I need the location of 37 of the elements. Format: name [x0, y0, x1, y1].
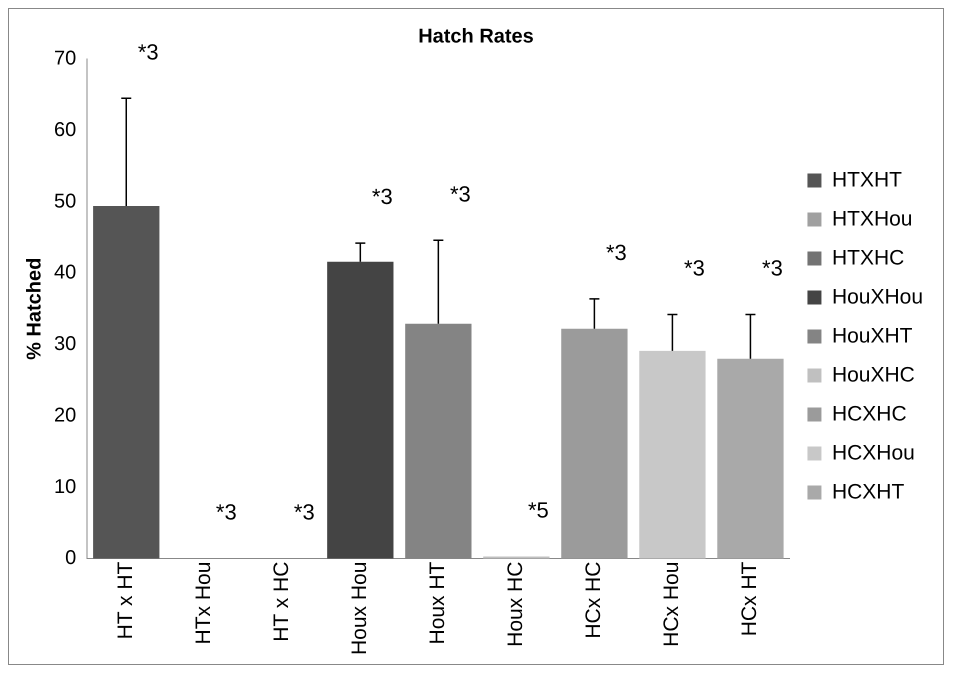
- x-tick-label: HCx HC: [582, 562, 606, 639]
- legend-label: HouXHC: [832, 363, 915, 386]
- chart-title: Hatch Rates: [418, 26, 534, 48]
- annotation: *3: [762, 256, 783, 281]
- y-tick-label: 40: [54, 262, 76, 284]
- x-tick-label: HT x HC: [270, 562, 294, 642]
- annotation: *3: [372, 184, 393, 210]
- legend-label: HTXHou: [832, 207, 912, 230]
- annotation: *5: [528, 498, 549, 523]
- legend-label: HCXHou: [832, 441, 915, 464]
- legend-label: HTXHT: [832, 168, 902, 192]
- annotation: *3: [138, 39, 159, 64]
- y-tick-label: 20: [54, 404, 76, 426]
- annotation: *3: [294, 500, 315, 525]
- x-tick-label: Houx HT: [426, 561, 450, 644]
- y-axis-title: % Hatched: [24, 258, 46, 360]
- x-tick-label: HT x HT: [114, 561, 138, 640]
- y-tick-label: 10: [54, 476, 76, 498]
- y-tick-label: 70: [54, 48, 76, 70]
- y-tick-label: 50: [54, 190, 76, 212]
- legend-label: HouXHT: [832, 324, 913, 348]
- annotation: *3: [684, 256, 705, 281]
- y-tick-label: 30: [54, 333, 76, 356]
- x-tick-label: Houx Hou: [348, 562, 372, 656]
- legend-label: HCXHT: [832, 480, 904, 504]
- y-tick-label: 0: [65, 547, 76, 570]
- y-tick-label: 60: [54, 118, 76, 141]
- x-tick-label: Houx HC: [504, 562, 528, 647]
- annotation: *3: [450, 181, 471, 206]
- legend-label: HTXHC: [832, 246, 904, 270]
- legend-label: HCXHC: [832, 402, 907, 426]
- annotation: *3: [216, 500, 237, 525]
- x-tick-label: HCx Hou: [660, 562, 684, 647]
- annotation: *3: [606, 240, 627, 265]
- x-tick-label: HCx HT: [738, 561, 762, 636]
- x-tick-label: HTx Hou: [192, 562, 216, 644]
- legend-label: HouXHou: [832, 285, 924, 308]
